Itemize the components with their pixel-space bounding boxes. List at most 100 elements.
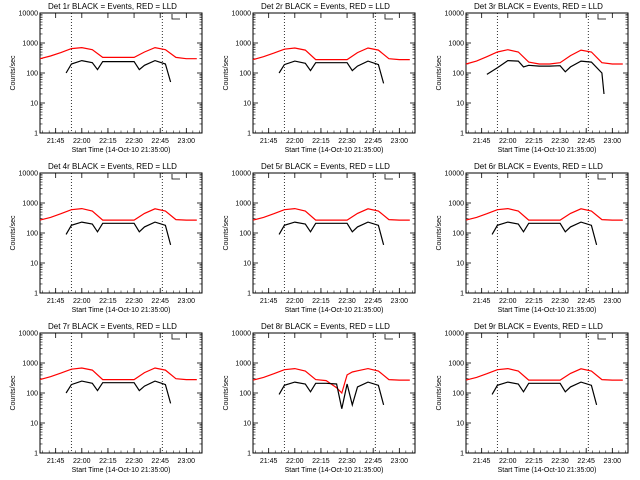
x-tick-label: 22:00 xyxy=(286,298,304,305)
plot-frame xyxy=(39,332,203,454)
x-tick-label: 21:45 xyxy=(473,138,491,145)
plot-frame xyxy=(252,172,416,294)
y-axis-label: Counts/sec xyxy=(223,215,230,251)
y-tick-label: 1000 xyxy=(235,201,251,208)
y-tick-label: 1 xyxy=(34,291,38,298)
x-tick-label: 22:00 xyxy=(73,298,91,305)
y-tick-label: 1000 xyxy=(448,361,464,368)
x-tick-label: 22:45 xyxy=(577,298,595,305)
y-axis-label: Counts/sec xyxy=(10,375,17,411)
x-axis-label: Start Time (14-Oct-10 21:35:00) xyxy=(498,307,597,314)
series-line-lld xyxy=(252,207,410,221)
y-axis-label: Counts/sec xyxy=(436,375,443,411)
x-tick-label: 22:15 xyxy=(99,298,117,305)
y-axis-label: Counts/sec xyxy=(223,55,230,91)
plot-frame xyxy=(252,332,416,454)
x-tick-label: 21:45 xyxy=(47,458,65,465)
legend-marker xyxy=(171,334,180,340)
y-tick-label: 10 xyxy=(456,421,464,428)
panel-title: Det 6r BLACK = Events, RED = LLD xyxy=(474,162,603,171)
y-tick-label: 10 xyxy=(30,261,38,268)
x-tick-label: 23:00 xyxy=(178,458,196,465)
x-tick-label: 23:00 xyxy=(178,298,196,305)
y-tick-label: 1 xyxy=(247,291,251,298)
x-axis-label: Start Time (14-Oct-10 21:35:00) xyxy=(285,467,384,474)
x-tick-label: 22:15 xyxy=(312,458,330,465)
y-tick-label: 1 xyxy=(247,131,251,138)
y-tick-label: 100 xyxy=(26,391,38,398)
x-tick-label: 23:00 xyxy=(178,138,196,145)
panel-title: Det 8r BLACK = Events, RED = LLD xyxy=(261,322,390,331)
y-tick-label: 1000 xyxy=(235,41,251,48)
x-tick-label: 22:45 xyxy=(364,298,382,305)
plot-frame xyxy=(465,12,629,134)
legend-marker xyxy=(171,14,180,20)
x-tick-label: 22:15 xyxy=(99,458,117,465)
x-tick-label: 22:30 xyxy=(338,458,356,465)
panel-det-7: Det 7r BLACK = Events, RED = LLD 1 10 100 10… xyxy=(10,322,203,474)
y-tick-label: 10000 xyxy=(232,331,252,338)
series-line-events xyxy=(65,221,172,246)
legend-marker xyxy=(384,174,393,180)
x-tick-label: 22:15 xyxy=(525,298,543,305)
y-tick-label: 10 xyxy=(30,101,38,108)
series-line-events xyxy=(65,59,172,83)
x-tick-label: 22:30 xyxy=(338,298,356,305)
x-tick-label: 22:15 xyxy=(312,138,330,145)
y-tick-label: 10000 xyxy=(19,331,39,338)
x-tick-label: 21:45 xyxy=(260,138,278,145)
y-tick-label: 1 xyxy=(460,291,464,298)
legend-marker xyxy=(597,334,606,340)
x-axis-label: Start Time (14-Oct-10 21:35:00) xyxy=(72,467,171,474)
x-tick-label: 22:00 xyxy=(499,298,517,305)
panel-det-5: Det 5r BLACK = Events, RED = LLD 1 10 100 10… xyxy=(223,162,416,314)
x-tick-label: 22:15 xyxy=(99,138,117,145)
panel-title: Det 9r BLACK = Events, RED = LLD xyxy=(474,322,603,331)
series-line-lld xyxy=(465,49,623,65)
panel-det-3: Det 3r BLACK = Events, RED = LLD 1 10 100 10… xyxy=(436,2,629,154)
y-tick-label: 100 xyxy=(452,231,464,238)
y-tick-label: 10000 xyxy=(232,171,252,178)
x-axis-label: Start Time (14-Oct-10 21:35:00) xyxy=(498,147,597,154)
x-tick-label: 22:00 xyxy=(499,458,517,465)
x-tick-label: 22:30 xyxy=(551,298,569,305)
x-tick-label: 22:45 xyxy=(364,458,382,465)
y-tick-label: 10 xyxy=(456,101,464,108)
x-tick-label: 21:45 xyxy=(47,138,65,145)
x-tick-label: 22:45 xyxy=(151,458,169,465)
y-tick-label: 10 xyxy=(243,421,251,428)
y-tick-label: 1000 xyxy=(22,361,38,368)
series-line-lld xyxy=(465,367,623,381)
x-axis-label: Start Time (14-Oct-10 21:35:00) xyxy=(498,467,597,474)
legend-marker xyxy=(384,14,393,20)
panel-det-8: Det 8r BLACK = Events, RED = LLD 1 10 100 10… xyxy=(223,322,416,474)
x-tick-label: 22:00 xyxy=(73,138,91,145)
y-tick-label: 10000 xyxy=(19,171,39,178)
plot-frame xyxy=(465,172,629,294)
x-tick-label: 22:15 xyxy=(525,138,543,145)
y-tick-label: 100 xyxy=(239,391,251,398)
x-tick-label: 23:00 xyxy=(604,138,622,145)
x-axis-label: Start Time (14-Oct-10 21:35:00) xyxy=(72,147,171,154)
y-tick-label: 10000 xyxy=(445,331,465,338)
x-tick-label: 22:45 xyxy=(577,458,595,465)
x-axis-label: Start Time (14-Oct-10 21:35:00) xyxy=(72,307,171,314)
panel-title: Det 5r BLACK = Events, RED = LLD xyxy=(261,162,390,171)
series-line-events xyxy=(486,59,605,95)
y-tick-label: 1 xyxy=(460,451,464,458)
panel-det-2: Det 2r BLACK = Events, RED = LLD 1 10 100 10… xyxy=(223,2,416,154)
y-tick-label: 10000 xyxy=(445,171,465,178)
x-tick-label: 22:30 xyxy=(551,458,569,465)
y-axis-label: Counts/sec xyxy=(436,55,443,91)
y-axis-label: Counts/sec xyxy=(223,375,230,411)
x-tick-label: 21:45 xyxy=(473,298,491,305)
plot-frame xyxy=(39,12,203,134)
x-tick-label: 22:00 xyxy=(73,458,91,465)
y-tick-label: 10 xyxy=(243,261,251,268)
series-line-lld xyxy=(39,46,197,60)
y-tick-label: 10000 xyxy=(19,11,39,18)
legend-marker xyxy=(171,174,180,180)
panel-title: Det 1r BLACK = Events, RED = LLD xyxy=(48,2,177,11)
y-tick-label: 100 xyxy=(452,71,464,78)
y-tick-label: 10 xyxy=(243,101,251,108)
